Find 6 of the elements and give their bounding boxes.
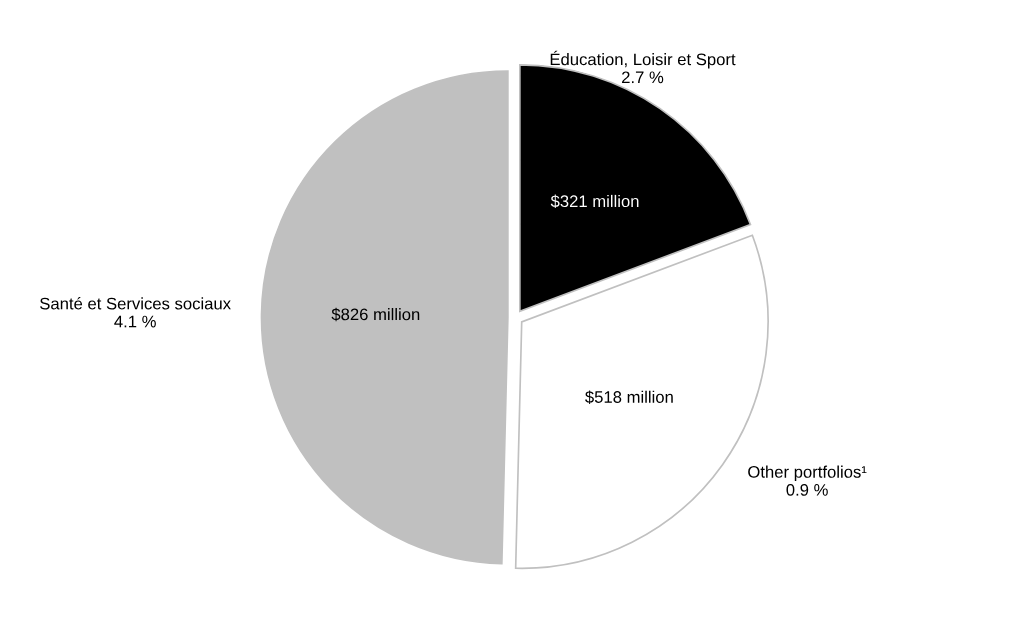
data-label: $826 million bbox=[331, 307, 420, 322]
data-label: $321 million bbox=[550, 194, 639, 209]
slice-label: Other portfolios¹ 0.9 % bbox=[748, 465, 867, 496]
slice-label: Éducation, Loisir et Sport 2.7 % bbox=[550, 50, 736, 84]
data-label: $518 million bbox=[585, 390, 673, 404]
slice-label: Santé et Services sociaux 4.1 % bbox=[40, 297, 231, 328]
